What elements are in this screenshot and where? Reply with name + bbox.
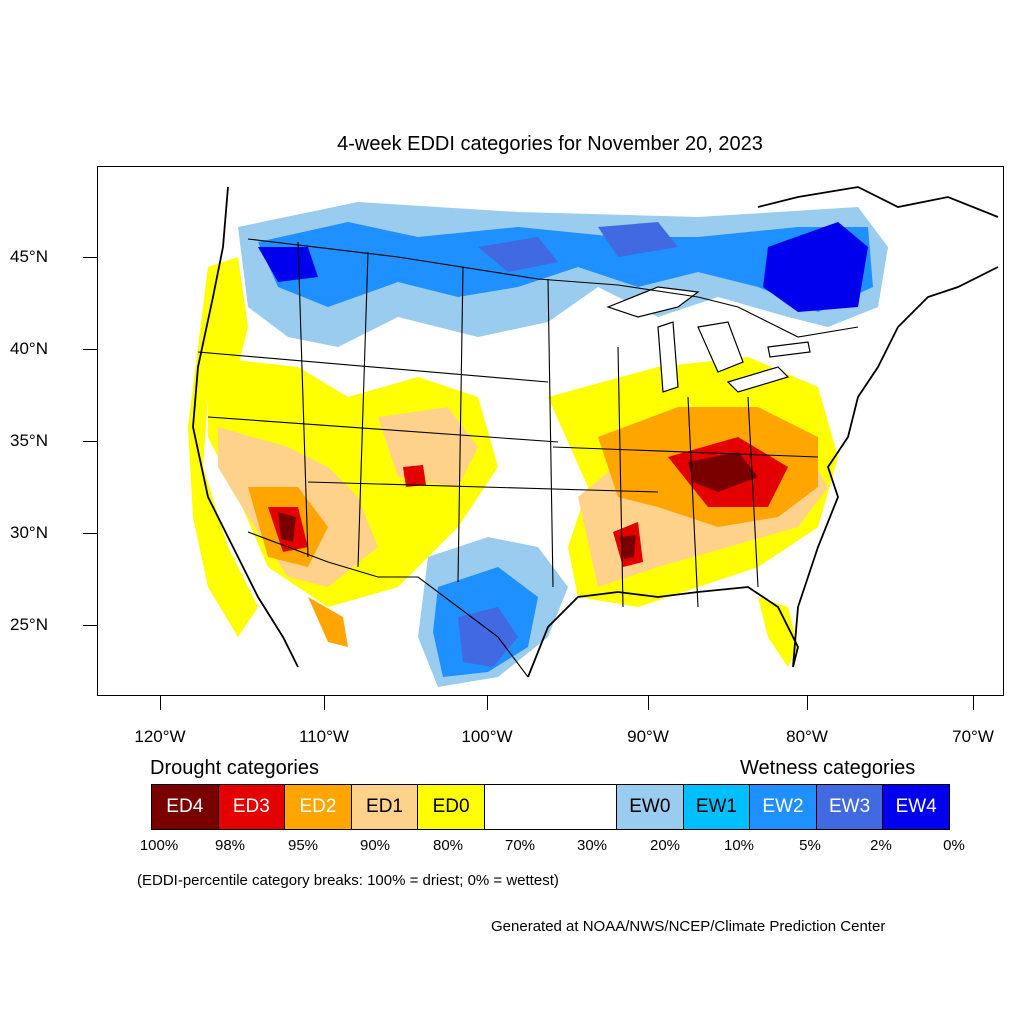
us-canada-border [247,238,859,338]
state-line-7 [307,481,659,493]
legend-box-neutral [484,785,618,829]
legend-label-ed1: ED1 [366,796,403,817]
wetness-categories-label: Wetness categories [740,757,916,779]
pct-break-5: 5% [799,837,821,854]
state-line-1 [297,241,309,558]
lon-tick-110: 110°W [299,727,349,746]
legend-label-ed4: ED4 [166,796,204,817]
state-line-3 [457,266,464,583]
legend-colorbar: ED4 ED3 ED2 ED1 ED0 EW0 EW1 EW2 EW3 EW4 [151,784,950,830]
lon-tick-mark-110 [324,696,325,710]
legend-label-ed0: ED0 [432,796,470,817]
legend-box-ed3: ED3 [218,785,286,829]
lake-ontario [767,341,811,358]
category-breaks-note: (EDDI-percentile category breaks: 100% =… [137,872,559,889]
state-line-5 [197,351,549,383]
pct-break-80: 80% [432,837,464,854]
pct-break-70: 70% [504,837,536,854]
state-line-6 [207,416,559,443]
lon-tick-mark-100 [487,696,488,710]
lon-tick-90: 90°W [627,727,669,746]
legend-box-ed1: ED1 [351,785,419,829]
pct-break-90: 90% [359,837,391,854]
lake-superior [606,286,700,318]
east-dry-ed4 [688,452,758,492]
eddi-map-canvas [188,186,999,687]
colorado-dry-ed3 [403,465,426,487]
lat-tick-mark-40 [83,349,97,350]
legend-label-ed3: ED3 [232,796,270,817]
legend-box-ew0: EW0 [617,785,684,829]
pct-break-100: 100% [139,837,179,854]
legend-label-ed2: ED2 [299,796,337,817]
lat-tick-mark-45 [83,257,97,258]
pct-break-2: 2% [870,837,892,854]
state-line-9 [617,346,624,608]
us-mexico-border [247,531,529,678]
lon-tick-mark-70 [973,696,974,710]
lon-tick-mark-90 [648,696,649,710]
credit-line: Generated at NOAA/NWS/NCEP/Climate Predi… [491,918,886,935]
lake-huron [697,321,744,373]
pct-break-98: 98% [214,837,246,854]
land-shading [188,202,888,687]
map-title: 4-week EDDI categories for November 20, … [337,133,763,155]
lat-tick-mark-30 [83,533,97,534]
lat-tick-mark-35 [83,441,97,442]
boundaries [197,238,859,678]
mississippi-dry-ed4 [620,535,636,559]
lon-tick-mark-80 [807,696,808,710]
north-wet-region-dark-4 [598,222,678,257]
north-wet-region-dark-2 [258,247,318,282]
lake-erie [726,366,790,393]
legend-box-ew3: EW3 [816,785,884,829]
lat-tick-mark-25 [83,625,97,626]
lon-tick-100: 100°W [461,727,513,746]
great-lakes [606,286,811,393]
state-line-8 [552,446,819,458]
lat-tick-30: 30°N [10,523,48,542]
state-line-10 [687,396,699,608]
legend-box-ed2: ED2 [285,785,352,829]
legend-label-ew1: EW1 [695,796,738,817]
lat-tick-40: 40°N [10,339,48,358]
legend-label-ew0: EW0 [629,796,671,817]
coastline [192,186,999,678]
north-wet-region-dark [763,222,868,312]
pct-break-95: 95% [287,837,319,854]
state-line-11 [747,396,759,588]
legend-box-ew2: EW2 [750,785,817,829]
baja-dry [308,597,348,647]
legend-label-ew3: EW3 [828,796,871,817]
southwest-dry-ed4 [278,512,296,542]
drought-categories-label: Drought categories [150,757,319,779]
state-line-2 [357,251,369,568]
lat-tick-25: 25°N [10,615,48,634]
lon-tick-mark-120 [160,696,161,710]
lake-michigan [657,321,679,393]
pct-break-30: 30% [576,837,608,854]
lon-tick-70: 70°W [952,727,994,746]
legend-box-ew1: EW1 [683,785,751,829]
pct-break-0: 0% [943,837,965,854]
west-coast-dry [188,257,258,637]
legend-box-ed4: ED4 [152,785,219,829]
lat-tick-35: 35°N [10,431,48,450]
state-line-4 [547,278,554,588]
lat-tick-45: 45°N [10,247,48,266]
texas-wet-dark [458,607,518,667]
legend-box-ed0: ED0 [418,785,485,829]
legend-label-ew4: EW4 [895,796,937,817]
lon-tick-80: 80°W [786,727,828,746]
legend-box-ew4: EW4 [883,785,949,829]
lon-tick-120: 120°W [134,727,186,746]
legend-label-ew2: EW2 [762,796,804,817]
north-wet-region-mid [258,222,873,312]
eddi-map [97,166,1004,696]
pct-break-20: 20% [649,837,681,854]
pct-break-10: 10% [723,837,755,854]
florida-dry [758,597,798,667]
north-wet-region-dark-3 [478,237,558,272]
